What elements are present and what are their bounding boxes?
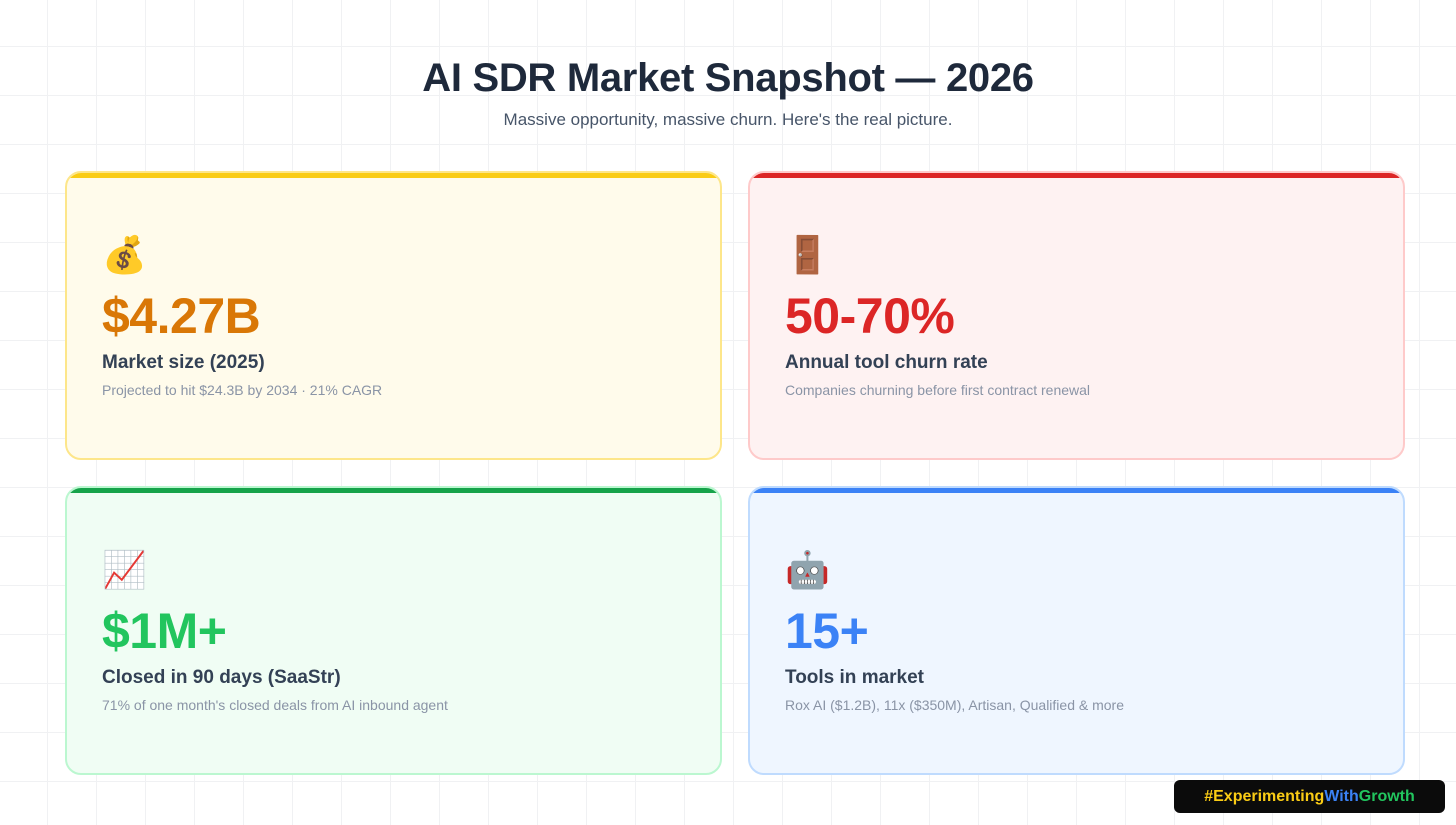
page-title: AI SDR Market Snapshot — 2026 bbox=[422, 56, 1034, 100]
hashtag-badge: #ExperimentingWithGrowth bbox=[1174, 780, 1445, 813]
robot-icon: 🤖 bbox=[785, 549, 830, 590]
stat-label: Market size (2025) bbox=[102, 352, 265, 373]
card-accent-bar bbox=[750, 488, 1403, 493]
stat-description: Rox AI ($1.2B), 11x ($350M), Artisan, Qu… bbox=[785, 697, 1125, 713]
stat-description: 71% of one month's closed deals from AI … bbox=[102, 697, 448, 713]
card-accent-bar bbox=[67, 488, 720, 493]
page-subtitle: Massive opportunity, massive churn. Here… bbox=[503, 110, 953, 129]
stat-description: Projected to hit $24.3B by 2034 · 21% CA… bbox=[102, 382, 383, 398]
stat-card-market-size: 💰 $4.27B Market size (2025) Projected to… bbox=[65, 171, 722, 460]
money-bag-icon: 💰 bbox=[102, 234, 147, 275]
stat-label: Tools in market bbox=[785, 667, 925, 688]
stat-value: $4.27B bbox=[102, 288, 261, 344]
stat-card-tools-count: 🤖 15+ Tools in market Rox AI ($1.2B), 11… bbox=[748, 486, 1405, 775]
stat-description: Companies churning before first contract… bbox=[785, 382, 1091, 398]
chart-increasing-icon: 📈 bbox=[102, 549, 147, 590]
stat-value: 15+ bbox=[785, 603, 869, 659]
hashtag-part-experimenting: #Experimenting bbox=[1204, 788, 1325, 805]
card-accent-bar bbox=[67, 173, 720, 178]
door-icon: 🚪 bbox=[785, 234, 830, 275]
hashtag-part-growth: Growth bbox=[1358, 788, 1415, 805]
stat-label: Annual tool churn rate bbox=[785, 352, 988, 373]
hashtag-part-with: With bbox=[1324, 788, 1359, 805]
stat-card-closed-deals: 📈 $1M+ Closed in 90 days (SaaStr) 71% of… bbox=[65, 486, 722, 775]
stat-card-churn-rate: 🚪 50-70% Annual tool churn rate Companie… bbox=[748, 171, 1405, 460]
stat-label: Closed in 90 days (SaaStr) bbox=[102, 667, 341, 688]
page-header: AI SDR Market Snapshot — 2026 Massive op… bbox=[0, 54, 1456, 132]
card-accent-bar bbox=[750, 173, 1403, 178]
stat-value: 50-70% bbox=[785, 288, 955, 344]
stat-value: $1M+ bbox=[102, 603, 227, 659]
